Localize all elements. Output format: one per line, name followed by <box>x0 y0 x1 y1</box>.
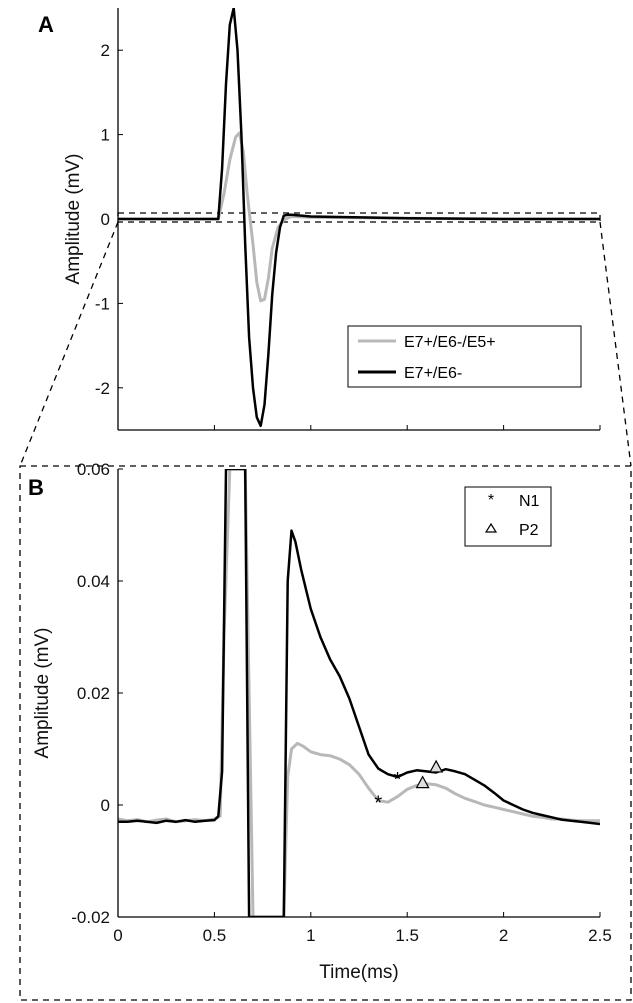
zoom-line-right <box>599 221 632 467</box>
legend-p2-triangle-icon <box>484 522 498 533</box>
panel-b-y-tick-label: 0 <box>101 796 110 815</box>
legend-p2-label: P2 <box>519 522 539 539</box>
panel-label-a: A <box>38 12 54 37</box>
panel-a: -2 -1 0 1 2 Amplitude (mV) E7+/E6-/E5+ E7+/E… <box>63 8 601 431</box>
panel-a-y-axis-label: Amplitude (mV) <box>63 154 84 285</box>
panel-b-legend: * N1 P2 <box>464 486 552 547</box>
legend-n1-label: N1 <box>519 493 540 510</box>
panel-b-x-axis-label: Time(ms) <box>319 962 399 983</box>
panel-b-markers: ** <box>374 759 444 815</box>
legend-label-e7-e6: E7+/E6- <box>404 365 462 382</box>
panel-b-y-tick-label: 0.06 <box>77 460 110 479</box>
panel-a-legend: E7+/E6-/E5+ E7+/E6- <box>347 325 582 388</box>
panel-b-series <box>118 469 600 917</box>
panel-b-legend-box <box>464 486 552 547</box>
panel-b-x-tick-label: 1 <box>306 926 315 945</box>
panel-b-series-line-e7-e6 <box>118 469 600 917</box>
p2-marker <box>429 759 444 773</box>
panel-b-x-tick-label: 2 <box>499 926 508 945</box>
panel-b-y-tick-label: -0.02 <box>71 908 110 927</box>
panel-b-x-tick-label: 0 <box>113 926 122 945</box>
panel-b-x-tick-label: 0.5 <box>203 926 227 945</box>
panel-a-y-tick-label: 2 <box>101 41 110 60</box>
p2-marker <box>415 775 430 789</box>
n1-marker: * <box>374 793 382 815</box>
legend-label-e7-e6-e5: E7+/E6-/E5+ <box>404 334 496 351</box>
panel-a-y-tick-label: -1 <box>95 294 110 313</box>
panel-b-y-axis-label: Amplitude (mV) <box>32 628 53 759</box>
panel-a-y-tick-label: 1 <box>101 126 110 145</box>
panel-b-y-tick-label: 0.04 <box>77 572 110 591</box>
n1-marker: * <box>394 769 402 791</box>
panel-b-x-tick-label: 1.5 <box>395 926 419 945</box>
panel-b-y-tick-label: 0.02 <box>77 684 110 703</box>
panel-label-b: B <box>28 475 44 500</box>
panel-a-series <box>118 8 600 428</box>
legend-n1-asterisk-icon: * <box>488 492 494 509</box>
panel-a-legend-box <box>347 325 582 388</box>
panel-a-y-tick-label: -2 <box>95 379 110 398</box>
panel-b-x-tick-label: 2.5 <box>588 926 612 945</box>
panel-a-y-tick-label: 0 <box>101 210 110 229</box>
panel-a-series-line-e7-e6 <box>118 8 600 428</box>
